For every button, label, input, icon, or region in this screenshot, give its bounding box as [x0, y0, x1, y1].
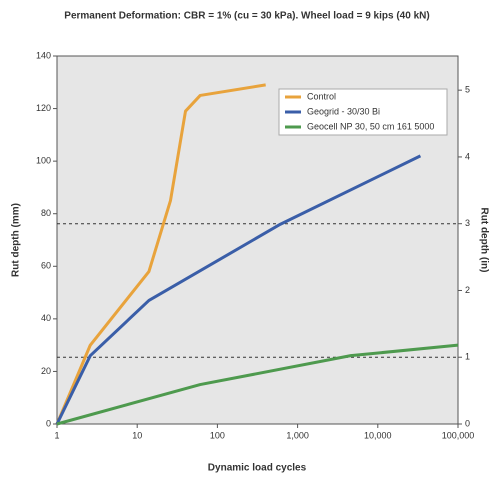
y-tick-label: 0 [46, 418, 51, 428]
chart-title: Permanent Deformation: CBR = 1% (cu = 30… [64, 11, 429, 22]
x-tick-label: 10,000 [364, 430, 392, 440]
y-tick-label: 120 [36, 103, 51, 113]
legend-label: Geocell NP 30, 50 cm 161 5000 [307, 121, 434, 131]
x-tick-label: 100,000 [442, 430, 475, 440]
x-tick-label: 1,000 [286, 430, 309, 440]
x-tick-label: 100 [210, 430, 225, 440]
chart: Permanent Deformation: CBR = 1% (cu = 30… [0, 0, 494, 479]
x-tick-label: 10 [132, 430, 142, 440]
x-axis-label: Dynamic load cycles [208, 463, 307, 474]
y-tick-label: 100 [36, 156, 51, 166]
y-tick-label: 20 [41, 366, 51, 376]
y2-tick-label: 1 [465, 352, 470, 362]
y2-tick-label: 0 [465, 418, 470, 428]
y2-tick-label: 2 [465, 285, 470, 295]
y-tick-label: 80 [41, 208, 51, 218]
legend-label: Control [307, 91, 336, 101]
y-tick-label: 60 [41, 261, 51, 271]
y-tick-label: 140 [36, 50, 51, 60]
y2-tick-label: 4 [465, 151, 470, 161]
y-axis-label: Rut depth (mm) [11, 203, 22, 277]
y2-tick-label: 5 [465, 85, 470, 95]
legend-label: Geogrid - 30/30 Bi [307, 106, 380, 116]
y-tick-label: 40 [41, 313, 51, 323]
y2-axis-label: Rut depth (in) [478, 208, 489, 273]
y2-tick-label: 3 [465, 218, 470, 228]
x-tick-label: 1 [54, 430, 59, 440]
